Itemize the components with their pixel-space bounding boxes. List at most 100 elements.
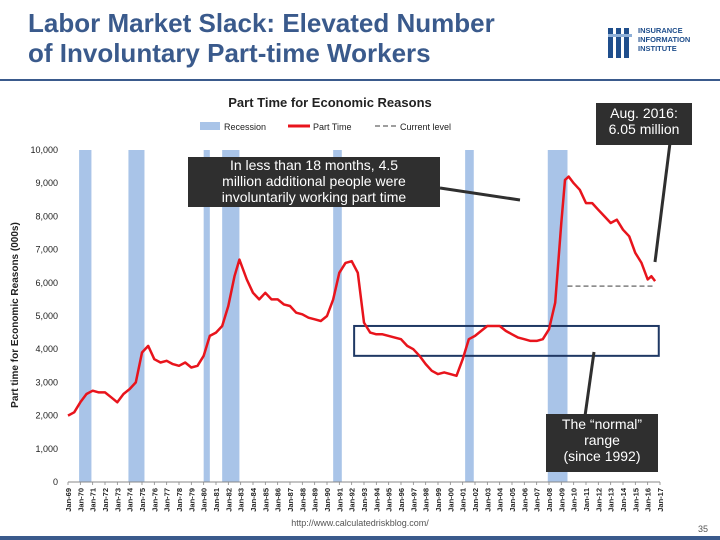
recession-band [203, 150, 210, 482]
source-link[interactable]: http://www.calculatedriskblog.com/ [291, 518, 429, 528]
x-tick-label: Jan-85 [261, 488, 270, 512]
x-tick-label: Jan-06 [520, 488, 529, 512]
page-number: 35 [697, 524, 708, 534]
x-tick-label: Jan-93 [360, 488, 369, 512]
x-tick-label: Jan-70 [76, 488, 85, 512]
y-tick-label: 3,000 [35, 377, 58, 387]
x-tick-label: Jan-17 [656, 488, 665, 512]
x-tick-label: Jan-94 [372, 487, 381, 512]
x-tick-label: Jan-90 [323, 488, 332, 512]
x-tick-label: Jan-16 [644, 488, 653, 512]
recession-band [465, 150, 474, 482]
callout-aug-line2: 6.05 million [608, 121, 680, 137]
callout-normal-line3: (since 1992) [563, 448, 641, 464]
legend-label-recession: Recession [224, 122, 266, 132]
axes: 0 1,000 2,000 3,000 4,000 5,000 6,000 7,000 8,00… [30, 145, 665, 512]
x-tick-label: Jan-73 [113, 488, 122, 512]
x-tick-label: Jan-97 [409, 488, 418, 512]
x-tick-label: Jan-80 [200, 488, 209, 512]
x-tick-label: Jan-13 [607, 488, 616, 512]
callout-normal-range: The “normal” range (since 1992) [546, 414, 658, 472]
callout-pointer-aug [653, 142, 672, 263]
callout-aug-line1: Aug. 2016: [610, 105, 678, 121]
x-tick-label: Jan-04 [496, 487, 505, 512]
slide-title-line2: of Involuntary Part-time Workers [28, 38, 431, 68]
legend-label-part-time: Part Time [313, 122, 352, 132]
logo-text: INSURANCE INFORMATION INSTITUTE [638, 26, 690, 53]
recession-band [222, 150, 240, 482]
chart-title: Part Time for Economic Reasons [228, 95, 432, 110]
x-tick-label: Jan-79 [187, 488, 196, 512]
x-tick-label: Jan-81 [212, 488, 221, 512]
recession-band [333, 150, 342, 482]
title-divider [0, 79, 720, 81]
series-layer [67, 175, 660, 417]
callout-pointer-mid [439, 186, 521, 202]
y-tick-label: 1,000 [35, 444, 58, 454]
logo-line3: INSTITUTE [638, 44, 677, 53]
x-tick-label: Jan-98 [422, 488, 431, 512]
recession-band [128, 150, 145, 482]
x-tick-label: Jan-77 [163, 488, 172, 512]
x-tick-label: Jan-10 [570, 488, 579, 512]
part-time-line [67, 175, 657, 417]
recession-bands [79, 150, 568, 482]
x-tick-label: Jan-08 [545, 488, 554, 512]
x-tick-label: Jan-95 [385, 488, 394, 512]
logo-line1: INSURANCE [638, 26, 683, 35]
x-tick-label: Jan-88 [298, 488, 307, 512]
callout-mid-line1: In less than 18 months, 4.5 [229, 157, 399, 173]
x-tick-label: Jan-69 [64, 488, 73, 512]
x-tick-label: Jan-83 [237, 488, 246, 512]
x-tick-label: Jan-12 [594, 488, 603, 512]
x-tick-label: Jan-75 [138, 488, 147, 512]
callout-normal-line1: The “normal” [561, 416, 643, 432]
logo-line2: INFORMATION [638, 35, 691, 44]
callout-mid-line3: involuntarily working part time [221, 189, 407, 205]
y-tick-label: 10,000 [30, 145, 58, 155]
x-tick-label: Jan-07 [533, 488, 542, 512]
x-tick-label: Jan-02 [471, 488, 480, 512]
callout-normal-line2: range [584, 432, 620, 448]
y-tick-label: 7,000 [35, 245, 58, 255]
recession-band [547, 150, 568, 482]
recession-band [79, 150, 92, 482]
x-tick-label: Jan-91 [335, 488, 344, 512]
normal-range-box [353, 324, 660, 357]
x-tick-label: Jan-03 [483, 488, 492, 512]
iii-logo: INSURANCE INFORMATION INSTITUTE [608, 26, 716, 66]
x-tick-label: Jan-82 [224, 488, 233, 512]
callout-mid-line2: million additional people were [222, 173, 406, 189]
iii-logo-icon [608, 28, 632, 58]
x-tick-label: Jan-11 [582, 488, 591, 511]
slide-title: Labor Market Slack: Elevated Number of I… [28, 8, 598, 68]
x-tick-label: Jan-84 [249, 487, 258, 512]
callout-increase: In less than 18 months, 4.5 million addi… [188, 157, 440, 207]
x-tick-label: Jan-96 [397, 488, 406, 512]
x-tick-label: Jan-15 [631, 488, 640, 512]
y-tick-label: 4,000 [35, 344, 58, 354]
y-tick-label: 6,000 [35, 278, 58, 288]
slide-title-line1: Labor Market Slack: Elevated Number [28, 8, 495, 38]
x-tick-label: Jan-09 [557, 488, 566, 512]
legend-swatch-recession [200, 122, 220, 130]
y-tick-label: 8,000 [35, 211, 58, 221]
x-tick-label: Jan-71 [89, 488, 98, 512]
x-tick-label: Jan-92 [348, 488, 357, 512]
x-tick-label: Jan-89 [311, 488, 320, 512]
y-tick-label: 9,000 [35, 178, 58, 188]
x-tick-label: Jan-99 [434, 488, 443, 512]
x-tick-label: Jan-78 [175, 488, 184, 512]
x-tick-label: Jan-87 [286, 488, 295, 512]
y-tick-label: 2,000 [35, 411, 58, 421]
y-axis-label: Part time for Economic Reasons (000s) [10, 222, 21, 408]
x-tick-label: Jan-14 [619, 487, 628, 512]
callout-pointer-normal [583, 351, 596, 417]
callout-aug-2016: Aug. 2016: 6.05 million [596, 103, 692, 145]
bottom-bar [0, 536, 720, 540]
y-tick-label: 5,000 [35, 311, 58, 321]
x-tick-label: Jan-05 [508, 488, 517, 512]
x-tick-label: Jan-74 [126, 487, 135, 512]
y-tick-label: 0 [53, 477, 58, 487]
